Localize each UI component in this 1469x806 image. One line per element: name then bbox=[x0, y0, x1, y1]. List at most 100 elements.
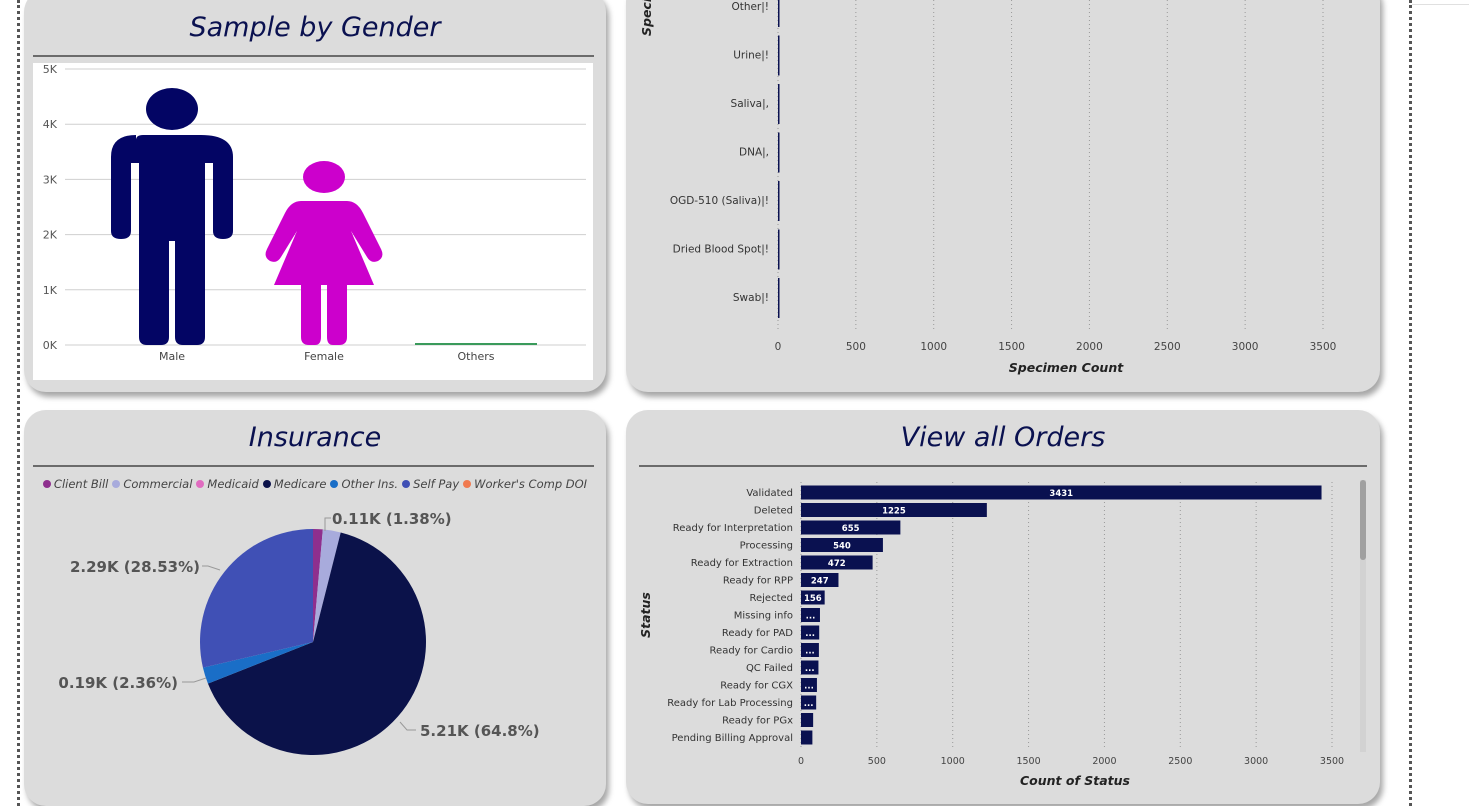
orders-bar[interactable] bbox=[801, 678, 817, 692]
orders-bar[interactable] bbox=[801, 625, 820, 640]
pie-label-top: 0.11K (1.38%) bbox=[332, 510, 452, 528]
orders-data-label: 472 bbox=[828, 559, 846, 569]
specimen-bar[interactable] bbox=[778, 229, 780, 270]
specimen-category-label: Saliva|, bbox=[731, 98, 769, 110]
orders-category-label: Ready for Cardio bbox=[710, 646, 793, 657]
orders-bar[interactable] bbox=[801, 485, 1322, 500]
gender-chart: 0K 1K 2K 3K 4K 5K Male Female Others bbox=[43, 63, 586, 363]
legend-item[interactable]: Other Ins. bbox=[330, 477, 398, 491]
gender-card: Sample by Gender 0K 1K 2K 3K 4K 5K Male Femal… bbox=[24, 0, 606, 392]
orders-card-title: View all Orders bbox=[900, 422, 1106, 453]
x-label-male: Male bbox=[159, 350, 185, 363]
orders-card: View all Orders 3431 1225 655 540 472 247 156.… bbox=[626, 410, 1380, 804]
orders-data-label: 3431 bbox=[1049, 489, 1073, 499]
specimen-bar[interactable] bbox=[778, 132, 780, 173]
orders-title-rule bbox=[639, 465, 1367, 467]
pie-label-right: 5.21K (64.8%) bbox=[420, 722, 540, 740]
orders-category-label: Validated bbox=[746, 488, 793, 499]
orders-bar[interactable] bbox=[801, 573, 839, 587]
pie-slice[interactable] bbox=[207, 532, 426, 755]
orders-bar[interactable] bbox=[801, 555, 873, 570]
specimen-y-axis-title: Speci bbox=[639, 0, 654, 36]
orders-category-label: Processing bbox=[740, 541, 793, 552]
specimen-category-label: Urine|! bbox=[733, 50, 769, 62]
legend-item[interactable]: Medicare bbox=[262, 477, 327, 491]
legend-item[interactable]: Worker's Comp DOI bbox=[463, 477, 587, 491]
specimen-bar[interactable] bbox=[778, 181, 780, 221]
orders-bar[interactable] bbox=[801, 608, 820, 622]
gender-y-tick: 2K bbox=[43, 229, 58, 242]
pie-label-left-upper: 2.29K (28.53%) bbox=[70, 558, 200, 576]
orders-category-label: Rejected bbox=[749, 593, 793, 604]
legend-item[interactable]: Self Pay bbox=[402, 477, 459, 491]
leader-line-right bbox=[399, 721, 416, 731]
orders-x-tick: 0 bbox=[798, 756, 804, 767]
legend-item[interactable]: Medicaid bbox=[196, 477, 259, 491]
legend-dot-icon bbox=[262, 480, 271, 488]
orders-bar[interactable] bbox=[801, 538, 883, 552]
orders-category-label: Ready for RPP bbox=[723, 576, 793, 587]
others-bar[interactable] bbox=[415, 343, 537, 345]
orders-data-label: ... bbox=[805, 664, 815, 674]
gender-y-tick: 4K bbox=[43, 118, 58, 131]
orders-bar[interactable] bbox=[801, 713, 814, 727]
orders-data-label: ... bbox=[805, 647, 815, 657]
specimen-x-tick: 3000 bbox=[1232, 341, 1259, 353]
orders-category-label: Pending Billing Approval bbox=[672, 733, 793, 744]
legend-dot-icon bbox=[402, 480, 411, 488]
orders-bar[interactable] bbox=[801, 695, 817, 710]
orders-bar[interactable] bbox=[801, 660, 819, 675]
leader-line-top bbox=[324, 517, 331, 531]
x-label-others: Others bbox=[458, 350, 495, 363]
orders-x-tick: 3500 bbox=[1320, 756, 1344, 767]
specimen-bar[interactable] bbox=[778, 84, 780, 124]
specimen-x-axis-title: Specimen Count bbox=[1009, 360, 1124, 375]
orders-category-label: Ready for Lab Processing bbox=[667, 698, 793, 709]
specimen-x-tick: 2000 bbox=[1076, 341, 1103, 353]
legend-dot-icon bbox=[330, 480, 339, 488]
specimen-bar[interactable] bbox=[778, 0, 780, 27]
insurance-card-title: Insurance bbox=[248, 422, 382, 453]
gender-card-title: Sample by Gender bbox=[189, 12, 441, 43]
orders-data-label: ... bbox=[804, 682, 814, 692]
specimen-x-tick: 1500 bbox=[998, 341, 1025, 353]
specimen-category-label: DNA|, bbox=[739, 147, 769, 159]
orders-bar[interactable] bbox=[801, 520, 901, 535]
legend-label: Medicaid bbox=[207, 477, 259, 491]
orders-data-label: 156 bbox=[804, 594, 822, 604]
specimen-x-tick: 3500 bbox=[1310, 341, 1337, 353]
male-bar[interactable] bbox=[111, 88, 233, 345]
specimen-category-label: Swab|! bbox=[733, 292, 769, 304]
orders-data-label: 247 bbox=[811, 577, 829, 587]
female-bar[interactable] bbox=[265, 161, 383, 345]
orders-scrollbar-thumb[interactable] bbox=[1360, 480, 1366, 560]
orders-data-label: 655 bbox=[842, 524, 860, 534]
orders-category-label: Deleted bbox=[754, 506, 793, 517]
orders-bar[interactable] bbox=[801, 730, 813, 745]
pie-slice[interactable] bbox=[313, 529, 323, 642]
legend-label: Commercial bbox=[123, 477, 193, 491]
pie-slice[interactable] bbox=[202, 642, 313, 684]
legend-item[interactable]: Commercial bbox=[112, 477, 192, 491]
specimen-x-tick: 0 bbox=[775, 341, 782, 353]
orders-bar[interactable] bbox=[801, 590, 825, 605]
pie-slice[interactable] bbox=[200, 529, 313, 668]
legend-item[interactable]: Client Bill bbox=[42, 477, 108, 491]
orders-category-label: Ready for CGX bbox=[720, 681, 793, 692]
orders-data-label: ... bbox=[805, 629, 815, 639]
orders-scrollbar-track[interactable] bbox=[1360, 480, 1366, 752]
orders-category-label: Ready for Extraction bbox=[691, 558, 793, 569]
insurance-card: Insurance Client Bill Commercial Medicaid M… bbox=[24, 410, 606, 806]
specimen-bar[interactable] bbox=[778, 35, 780, 76]
gender-title-rule bbox=[33, 55, 594, 57]
specimen-x-tick: 2500 bbox=[1154, 341, 1181, 353]
orders-bar[interactable] bbox=[801, 643, 819, 657]
gender-y-tick: 1K bbox=[43, 284, 58, 297]
specimen-bar[interactable] bbox=[778, 278, 780, 318]
pie-slice[interactable] bbox=[313, 529, 341, 642]
orders-bar[interactable] bbox=[801, 503, 987, 517]
legend-label: Medicare bbox=[273, 477, 327, 491]
orders-data-label: 540 bbox=[833, 542, 851, 552]
gender-y-tick: 0K bbox=[43, 339, 58, 352]
insurance-title-rule bbox=[33, 465, 594, 467]
